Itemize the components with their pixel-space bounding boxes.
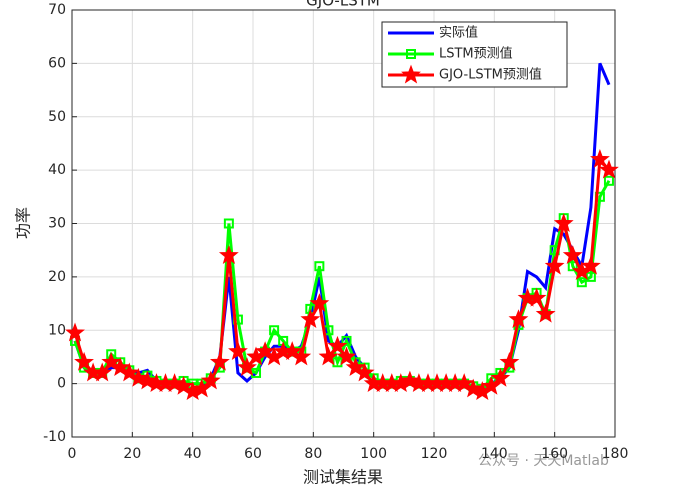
- marker: [291, 346, 312, 366]
- marker: [544, 255, 565, 275]
- y-tick-label: 10: [48, 322, 66, 338]
- legend-label: LSTM预测值: [439, 46, 513, 62]
- marker: [535, 303, 556, 323]
- marker: [336, 346, 357, 366]
- marker: [223, 218, 234, 229]
- y-tick-label: 40: [48, 162, 66, 178]
- y-tick-label: -10: [43, 429, 66, 445]
- x-tick-label: 180: [602, 446, 629, 462]
- marker: [200, 370, 221, 390]
- x-tick-label: 160: [541, 446, 568, 462]
- marker: [65, 322, 85, 342]
- marker: [209, 351, 230, 371]
- marker: [463, 378, 484, 398]
- marker: [218, 245, 239, 264]
- marker: [399, 370, 420, 390]
- marker: [599, 159, 619, 179]
- x-tick-label: 80: [304, 446, 322, 462]
- watermark: 公众号 · 天天Matlab: [478, 453, 609, 469]
- marker: [269, 325, 280, 336]
- x-axis-label: 测试集结果: [303, 468, 383, 487]
- marker: [110, 357, 131, 377]
- marker: [74, 351, 94, 371]
- y-tick-label: 50: [48, 109, 66, 125]
- marker: [92, 362, 113, 382]
- marker: [101, 351, 122, 371]
- marker: [508, 309, 529, 329]
- x-tick-label: 60: [244, 446, 262, 462]
- marker: [454, 373, 475, 393]
- y-tick-label: 30: [48, 216, 66, 232]
- marker: [553, 213, 574, 232]
- legend-marker: [401, 64, 421, 84]
- x-tick-label: 100: [360, 446, 387, 462]
- marker: [309, 293, 330, 312]
- marker: [228, 341, 248, 361]
- y-axis-label: 功率: [14, 207, 33, 239]
- legend: 实际值 LSTM预测值 GJO-LSTM预测值: [381, 21, 568, 88]
- marker: [590, 148, 610, 168]
- marker: [255, 341, 275, 361]
- marker: [327, 335, 348, 355]
- marker: [137, 370, 158, 390]
- x-tick-label: 20: [123, 446, 141, 462]
- marker: [164, 373, 185, 393]
- marker: [300, 309, 321, 329]
- legend-label: GJO-LSTM预测值: [439, 67, 542, 83]
- x-tick-label: 120: [421, 446, 448, 462]
- marker: [580, 255, 601, 275]
- marker: [354, 362, 375, 382]
- marker: [499, 351, 520, 371]
- marker: [314, 261, 325, 272]
- marker: [490, 367, 511, 387]
- x-tick-label: 0: [68, 446, 77, 462]
- legend-label: 实际值: [439, 25, 478, 41]
- marker: [128, 367, 149, 387]
- y-tick-label: 20: [48, 269, 66, 285]
- marker: [576, 277, 587, 288]
- marker: [173, 375, 194, 395]
- chart-title: GJO-LSTM: [306, 0, 380, 10]
- y-tick-label: 0: [57, 376, 66, 392]
- x-tick-label: 140: [481, 446, 508, 462]
- marker: [345, 357, 366, 377]
- y-tick-label: 70: [48, 2, 66, 18]
- marker: [318, 346, 339, 366]
- marker: [603, 175, 614, 186]
- marker: [282, 341, 303, 361]
- legend-marker: [406, 49, 416, 59]
- axes-box: [71, 9, 616, 438]
- marker: [562, 245, 583, 264]
- marker: [237, 357, 257, 377]
- x-tick-label: 40: [184, 446, 202, 462]
- marker: [526, 287, 547, 307]
- marker: [119, 362, 140, 382]
- marker: [567, 261, 578, 272]
- y-tick-label: 60: [48, 55, 66, 71]
- marker: [341, 335, 352, 346]
